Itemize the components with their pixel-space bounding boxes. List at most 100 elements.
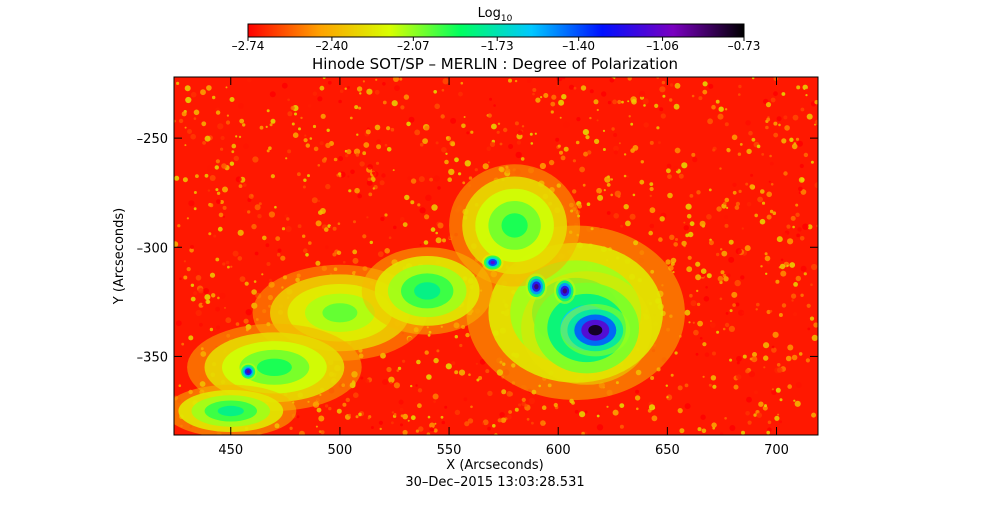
texture-speck	[631, 99, 637, 105]
texture-speck	[193, 207, 197, 211]
texture-speck	[188, 200, 195, 207]
texture-speck	[643, 104, 646, 107]
texture-speck	[796, 233, 800, 238]
texture-speck	[508, 78, 512, 83]
texture-speck	[795, 137, 800, 141]
colorbar-tick-label: –1.73	[481, 39, 514, 53]
texture-speck	[756, 302, 760, 307]
texture-speck	[410, 200, 415, 205]
x-axis: 450 500 550 600 650 700	[218, 77, 789, 458]
texture-speck	[810, 283, 813, 287]
texture-speck	[752, 77, 755, 80]
texture-speck	[750, 173, 754, 177]
texture-speck	[355, 153, 360, 157]
texture-speck	[775, 387, 781, 393]
texture-speck	[195, 275, 202, 281]
texture-speck	[752, 352, 757, 357]
texture-speck	[254, 251, 259, 256]
texture-speck	[463, 397, 468, 402]
texture-speck	[724, 417, 727, 420]
texture-speck	[269, 91, 276, 98]
texture-speck	[657, 141, 661, 145]
texture-speck	[786, 264, 789, 267]
y-tick-label: –250	[137, 132, 168, 147]
texture-speck	[419, 207, 426, 214]
texture-speck	[576, 117, 581, 122]
texture-speck	[215, 306, 221, 312]
texture-speck	[433, 428, 438, 433]
texture-speck	[325, 183, 331, 190]
texture-speck	[465, 332, 470, 338]
texture-speck	[445, 136, 449, 140]
texture-speck	[222, 215, 226, 218]
texture-speck	[688, 321, 691, 324]
texture-speck	[400, 414, 404, 418]
texture-speck	[265, 243, 270, 248]
texture-speck	[400, 105, 405, 110]
texture-speck	[756, 412, 762, 418]
texture-speck	[289, 426, 293, 430]
texture-speck	[287, 149, 292, 154]
texture-speck	[795, 275, 801, 282]
texture-speck	[800, 107, 805, 112]
texture-speck	[526, 417, 530, 421]
texture-speck	[487, 426, 491, 431]
texture-speck	[393, 77, 399, 82]
texture-speck	[183, 275, 188, 280]
texture-speck	[791, 293, 797, 299]
texture-speck	[193, 117, 197, 120]
texture-speck	[190, 296, 196, 302]
texture-speck	[433, 90, 438, 94]
colorbar-gradient	[247, 23, 745, 38]
texture-speck	[766, 117, 771, 122]
texture-speck	[518, 403, 522, 407]
texture-speck	[807, 224, 813, 230]
texture-speck	[753, 413, 757, 417]
texture-speck	[217, 123, 224, 130]
texture-speck	[614, 190, 621, 197]
texture-speck	[649, 207, 656, 214]
texture-speck	[769, 309, 773, 313]
texture-speck	[773, 132, 779, 138]
texture-speck	[252, 156, 259, 163]
texture-speck	[514, 79, 518, 83]
texture-speck	[372, 187, 375, 190]
plot-frame	[173, 76, 819, 436]
texture-speck	[596, 411, 601, 416]
y-axis-label: Y (Arcseconds)	[112, 208, 127, 305]
texture-speck	[719, 280, 723, 285]
texture-speck	[435, 231, 439, 235]
texture-speck	[186, 267, 191, 272]
texture-speck	[640, 160, 644, 164]
texture-speck	[410, 178, 417, 184]
feature-network	[322, 303, 358, 323]
y-tick-label: –350	[137, 350, 168, 365]
texture-speck	[521, 397, 526, 402]
y-tick-label: –300	[137, 241, 168, 256]
texture-speck	[324, 404, 329, 408]
texture-speck	[454, 370, 459, 375]
texture-speck	[215, 188, 219, 192]
texture-speck	[269, 123, 273, 127]
texture-speck	[613, 213, 619, 219]
texture-speck	[696, 190, 701, 195]
texture-speck	[426, 432, 431, 435]
texture-speck	[382, 379, 389, 385]
texture-speck	[805, 88, 808, 92]
texture-speck	[741, 430, 745, 435]
texture-speck	[586, 202, 591, 206]
texture-speck	[324, 227, 329, 232]
texture-speck	[178, 118, 184, 124]
texture-speck	[749, 357, 753, 361]
texture-speck	[182, 177, 188, 183]
texture-speck	[712, 384, 717, 389]
texture-speck	[258, 202, 262, 206]
texture-speck	[814, 182, 818, 189]
texture-speck	[434, 103, 441, 110]
texture-speck	[718, 106, 724, 112]
texture-speck	[764, 252, 768, 256]
texture-speck	[441, 420, 446, 425]
texture-speck	[435, 237, 442, 244]
feature-pore	[562, 288, 567, 294]
texture-speck	[673, 242, 678, 247]
